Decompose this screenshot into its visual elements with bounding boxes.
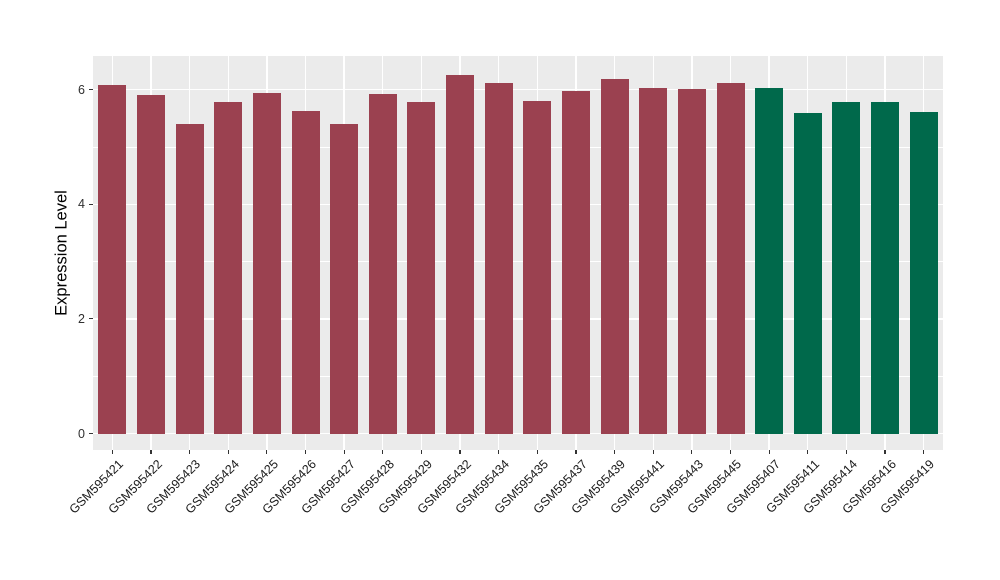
x-tick-mark xyxy=(111,450,113,454)
x-tick-mark xyxy=(150,450,152,454)
bar xyxy=(793,112,822,434)
x-tick-mark xyxy=(343,450,345,454)
bar xyxy=(330,124,359,434)
x-tick-mark xyxy=(613,450,616,454)
bar xyxy=(561,91,590,434)
bar xyxy=(871,102,900,434)
bar xyxy=(175,124,204,434)
bar xyxy=(909,112,938,434)
x-tick-mark xyxy=(227,450,229,454)
x-tick-mark xyxy=(845,450,847,454)
y-tick-mark xyxy=(89,318,93,320)
x-tick-mark xyxy=(498,450,500,454)
bar xyxy=(214,101,243,434)
plot-panel xyxy=(93,56,943,450)
bar xyxy=(484,83,513,434)
x-tick-mark xyxy=(304,450,307,454)
bar xyxy=(252,92,281,434)
y-major-gridline xyxy=(93,318,943,320)
x-tick-mark xyxy=(536,450,538,454)
x-tick-mark xyxy=(382,450,384,454)
y-tick-label: 2 xyxy=(78,311,85,326)
bar xyxy=(446,74,475,434)
y-minor-gridline xyxy=(93,261,943,262)
bar xyxy=(716,83,745,434)
x-tick-mark xyxy=(884,450,886,454)
bar xyxy=(368,94,397,434)
bar xyxy=(291,111,320,434)
bar xyxy=(832,101,861,434)
bar xyxy=(136,94,165,434)
x-tick-mark xyxy=(768,450,770,454)
x-tick-mark xyxy=(807,450,809,454)
y-tick-label: 6 xyxy=(78,82,85,97)
bar xyxy=(98,84,127,434)
x-tick-mark xyxy=(575,450,577,454)
y-tick-mark xyxy=(89,89,93,91)
y-minor-gridline xyxy=(93,146,943,148)
bar xyxy=(755,87,784,434)
y-tick-mark xyxy=(89,432,93,435)
x-tick-mark xyxy=(652,450,654,454)
bar xyxy=(639,87,668,434)
bar xyxy=(677,89,706,434)
y-major-gridline xyxy=(93,432,943,435)
x-tick-mark xyxy=(691,450,693,454)
x-tick-mark xyxy=(266,450,268,454)
x-tick-mark xyxy=(420,450,422,454)
x-tick-mark xyxy=(729,450,732,454)
bar xyxy=(407,102,436,434)
x-tick-mark xyxy=(459,450,461,454)
x-tick-mark xyxy=(923,450,925,454)
y-tick-mark xyxy=(89,203,93,205)
bar xyxy=(523,101,552,434)
y-tick-label: 0 xyxy=(78,426,85,441)
y-major-gridline xyxy=(93,203,943,205)
x-tick-mark xyxy=(188,450,191,454)
y-major-gridline xyxy=(93,89,943,91)
y-minor-gridline xyxy=(93,375,943,377)
bar xyxy=(600,79,629,434)
y-tick-label: 4 xyxy=(78,197,85,212)
